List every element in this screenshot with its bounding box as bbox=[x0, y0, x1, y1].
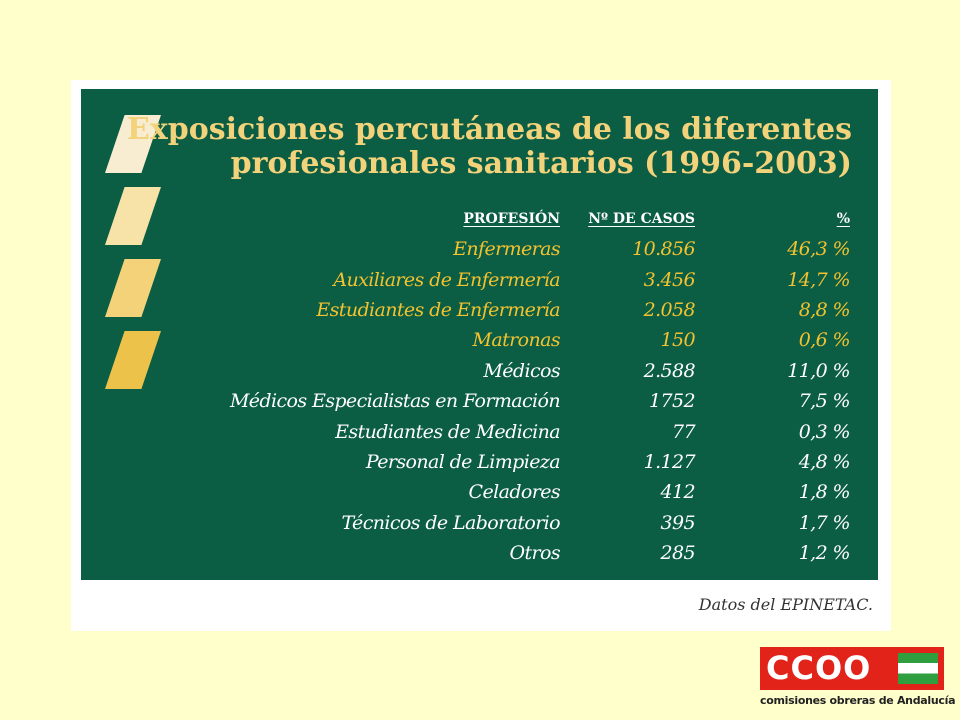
row-pct: 1,2 % bbox=[798, 542, 851, 565]
table-row: Celadores 412 1,8 % bbox=[200, 477, 851, 507]
logo-caption: comisiones obreras de Andalucía bbox=[760, 694, 956, 707]
row-pct: 0,6 % bbox=[798, 329, 851, 352]
row-pct: 11,0 % bbox=[787, 359, 850, 382]
decorative-slash-icon bbox=[105, 187, 161, 245]
decorative-slash-icon bbox=[105, 259, 161, 317]
table-row: Otros 285 1,2 % bbox=[200, 538, 851, 568]
header-casos: Nº DE CASOS bbox=[588, 211, 695, 227]
row-pct: 0,3 % bbox=[798, 420, 851, 443]
row-casos: 1.127 bbox=[643, 450, 696, 473]
ccoo-logo: CCOO comisiones obreras de Andalucía bbox=[760, 647, 956, 711]
slide-title: Exposiciones percutáneas de los diferent… bbox=[127, 113, 852, 181]
row-pct: 4,8 % bbox=[798, 450, 851, 473]
row-profesion: Estudiantes de Medicina bbox=[335, 420, 560, 443]
row-pct: 1,8 % bbox=[798, 481, 851, 504]
row-casos: 150 bbox=[660, 329, 696, 352]
table-row: Técnicos de Laboratorio 395 1,7 % bbox=[200, 508, 850, 538]
row-casos: 3.456 bbox=[643, 268, 696, 291]
header-pct: % bbox=[836, 211, 850, 227]
row-profesion: Celadores bbox=[468, 481, 561, 504]
andalucia-flag-icon bbox=[898, 653, 938, 684]
table-row: Enfermeras 10.856 46,3 % bbox=[200, 234, 850, 264]
title-line-2: profesionales sanitarios (1996-2003) bbox=[230, 146, 852, 181]
logo-letters: CCOO bbox=[766, 649, 872, 687]
row-casos: 285 bbox=[660, 542, 696, 565]
row-profesion: Otros bbox=[509, 542, 561, 565]
green-panel: Exposiciones percutáneas de los diferent… bbox=[81, 89, 878, 580]
row-casos: 395 bbox=[660, 511, 696, 534]
row-casos: 2.058 bbox=[643, 298, 696, 321]
row-casos: 10.856 bbox=[632, 238, 695, 261]
logo-red-box: CCOO bbox=[760, 647, 944, 690]
row-profesion: Enfermeras bbox=[453, 238, 560, 261]
row-profesion: Médicos bbox=[483, 359, 560, 382]
row-pct: 8,8 % bbox=[798, 298, 851, 321]
table-row: Auxiliares de Enfermería 3.456 14,7 % bbox=[200, 264, 850, 294]
decorative-slash-icon bbox=[105, 331, 161, 389]
row-profesion: Médicos Especialistas en Formación bbox=[229, 390, 561, 413]
row-pct: 7,5 % bbox=[798, 390, 851, 413]
row-profesion: Matronas bbox=[472, 329, 561, 352]
table-row: Personal de Limpieza 1.127 4,8 % bbox=[200, 447, 851, 477]
row-casos: 412 bbox=[660, 481, 696, 504]
source-note: Datos del EPINETAC. bbox=[698, 595, 873, 614]
row-casos: 1752 bbox=[649, 390, 696, 413]
table-header-row: PROFESIÓN Nº DE CASOS % bbox=[200, 208, 850, 234]
exposures-table: PROFESIÓN Nº DE CASOS % Enfermeras 10.85… bbox=[200, 208, 851, 568]
row-casos: 77 bbox=[672, 420, 696, 443]
title-line-1: Exposiciones percutáneas de los diferent… bbox=[127, 112, 852, 147]
row-pct: 46,3 % bbox=[787, 238, 850, 261]
table-row: Médicos Especialistas en Formación 1752 … bbox=[200, 386, 851, 416]
row-profesion: Estudiantes de Enfermería bbox=[316, 298, 560, 321]
row-profesion: Personal de Limpieza bbox=[365, 450, 561, 473]
table-row: Estudiantes de Medicina 77 0,3 % bbox=[200, 416, 850, 446]
slide-card: Exposiciones percutáneas de los diferent… bbox=[71, 80, 891, 631]
row-pct: 14,7 % bbox=[787, 268, 850, 291]
header-profesion: PROFESIÓN bbox=[463, 211, 560, 227]
row-profesion: Técnicos de Laboratorio bbox=[341, 511, 560, 534]
table-row: Estudiantes de Enfermería 2.058 8,8 % bbox=[200, 295, 850, 325]
row-casos: 2.588 bbox=[643, 359, 696, 382]
table-row: Matronas 150 0,6 % bbox=[200, 325, 851, 355]
table-row: Médicos 2.588 11,0 % bbox=[200, 356, 850, 386]
row-pct: 1,7 % bbox=[798, 511, 851, 534]
row-profesion: Auxiliares de Enfermería bbox=[333, 268, 560, 291]
